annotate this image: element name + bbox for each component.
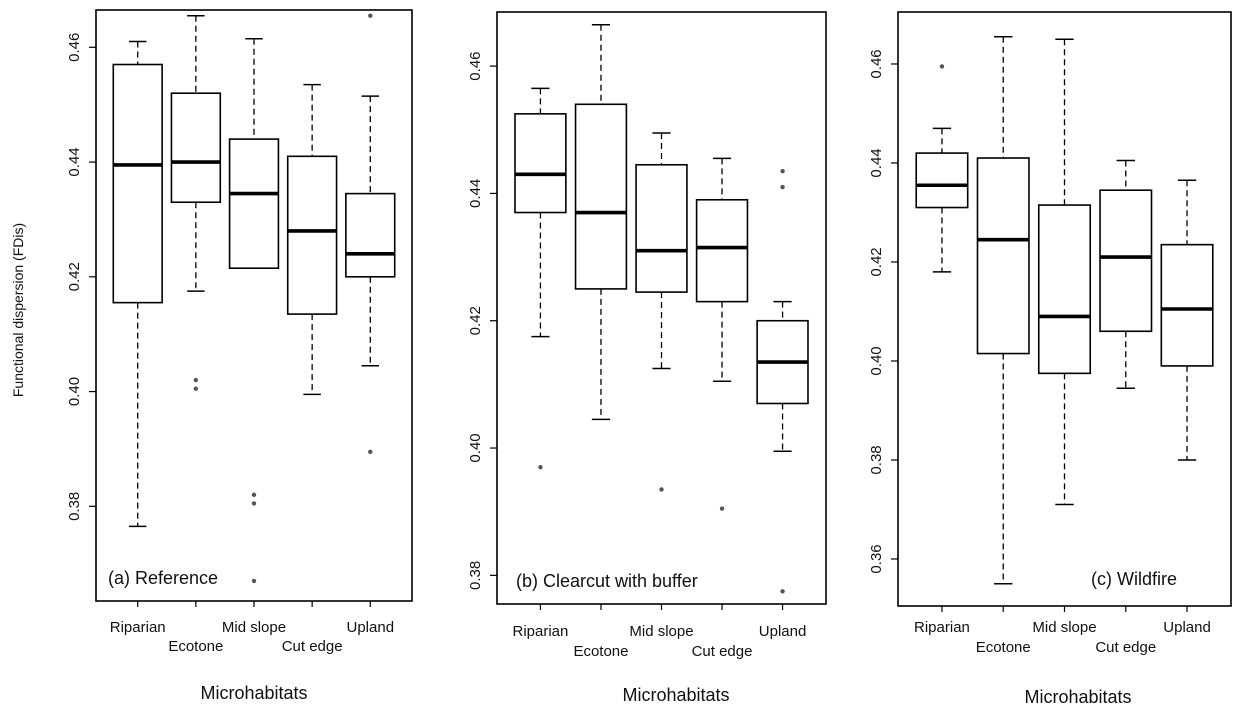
y-tick-label: 0.38 bbox=[66, 492, 83, 521]
y-tick-label: 0.42 bbox=[467, 306, 484, 335]
x-category-label: Cut edge bbox=[692, 643, 753, 660]
y-tick-label: 0.44 bbox=[868, 148, 885, 177]
box-cut-edge bbox=[1099, 159, 1153, 389]
outlier-point bbox=[939, 64, 945, 69]
y-axis-title: Functional dispersion (FDis) bbox=[10, 223, 26, 397]
x-axis-title-b: Microhabitats bbox=[622, 685, 729, 705]
y-tick-label: 0.40 bbox=[868, 346, 885, 375]
outlier-point bbox=[659, 487, 664, 492]
outlier-point bbox=[251, 492, 257, 498]
box-upland bbox=[756, 168, 809, 594]
y-tick-label: 0.38 bbox=[467, 561, 484, 590]
iqr-box bbox=[1037, 204, 1092, 375]
outlier-point bbox=[251, 578, 257, 584]
x-category-label: Riparian bbox=[914, 619, 970, 636]
outlier-point bbox=[368, 13, 373, 18]
y-tick-label: 0.38 bbox=[868, 445, 885, 474]
box-mid-slope bbox=[1037, 38, 1092, 506]
iqr-box bbox=[1099, 189, 1153, 333]
box-mid-slope bbox=[228, 37, 280, 584]
box-mid-slope bbox=[635, 132, 688, 492]
box-ecotone bbox=[170, 14, 222, 391]
outlier-point bbox=[368, 449, 373, 455]
x-category-label: Upland bbox=[1163, 619, 1211, 636]
iqr-box bbox=[170, 92, 222, 204]
box-riparian bbox=[514, 87, 567, 470]
outlier-point bbox=[251, 501, 257, 506]
y-tick-label: 0.46 bbox=[868, 49, 885, 78]
x-category-label: Upland bbox=[347, 619, 395, 636]
box-cut-edge bbox=[286, 83, 338, 396]
x-category-label: Cut edge bbox=[1095, 639, 1156, 656]
box-upland bbox=[345, 13, 396, 455]
outlier-point bbox=[780, 184, 785, 190]
panel-wildfire: 0.36 0.38 0.40 0.42 0.44 0.46 Riparian EcotoneM… bbox=[868, 11, 1232, 656]
x-category-label: Mid slope bbox=[629, 623, 693, 640]
y-tick-label: 0.36 bbox=[868, 544, 885, 573]
box-ecotone bbox=[976, 36, 1030, 585]
x-category-label: Upland bbox=[759, 623, 807, 640]
iqr-box bbox=[574, 103, 628, 290]
iqr-box bbox=[635, 163, 688, 293]
box-ecotone bbox=[574, 23, 628, 421]
x-category-label: Ecotone bbox=[976, 639, 1031, 656]
x-category-label: Ecotone bbox=[573, 643, 628, 660]
iqr-box bbox=[1160, 243, 1214, 367]
iqr-box bbox=[286, 155, 338, 315]
panel-label: (c) Wildfire bbox=[1091, 569, 1177, 589]
y-tick-label: 0.46 bbox=[66, 33, 83, 62]
x-axis-title-c: Microhabitats bbox=[1024, 687, 1131, 707]
iqr-box bbox=[514, 113, 567, 214]
box-upland bbox=[1160, 179, 1214, 461]
panel-label: (a) Reference bbox=[108, 568, 218, 588]
y-tick-label: 0.44 bbox=[467, 179, 484, 208]
y-tick-label: 0.44 bbox=[66, 147, 83, 176]
outlier-point bbox=[719, 506, 725, 511]
box-riparian bbox=[112, 40, 163, 528]
y-tick-label: 0.42 bbox=[868, 247, 885, 276]
iqr-box bbox=[228, 138, 280, 270]
x-category-label: Riparian bbox=[512, 623, 568, 640]
box-riparian bbox=[915, 64, 969, 273]
outlier-point bbox=[193, 386, 199, 391]
outlier-point bbox=[193, 377, 199, 383]
y-tick-label: 0.46 bbox=[467, 52, 484, 81]
x-category-label: Mid slope bbox=[222, 619, 286, 636]
iqr-box bbox=[695, 198, 749, 303]
iqr-box bbox=[915, 152, 969, 209]
x-category-label: Cut edge bbox=[282, 638, 343, 655]
outlier-point bbox=[780, 589, 785, 594]
x-category-label: Ecotone bbox=[168, 638, 223, 655]
y-tick-label: 0.42 bbox=[66, 262, 83, 291]
iqr-box bbox=[112, 63, 163, 304]
y-tick-label: 0.40 bbox=[66, 377, 83, 406]
box-cut-edge bbox=[695, 157, 749, 511]
x-axis-title-a: Microhabitats bbox=[200, 683, 307, 703]
outlier-point bbox=[538, 464, 543, 470]
x-category-label: Riparian bbox=[110, 619, 166, 636]
outlier-point bbox=[780, 168, 785, 174]
panel-label: (b) Clearcut with buffer bbox=[516, 571, 698, 591]
iqr-box bbox=[345, 192, 396, 278]
x-category-label: Mid slope bbox=[1032, 619, 1096, 636]
iqr-box bbox=[976, 157, 1030, 355]
y-tick-label: 0.40 bbox=[467, 433, 484, 462]
